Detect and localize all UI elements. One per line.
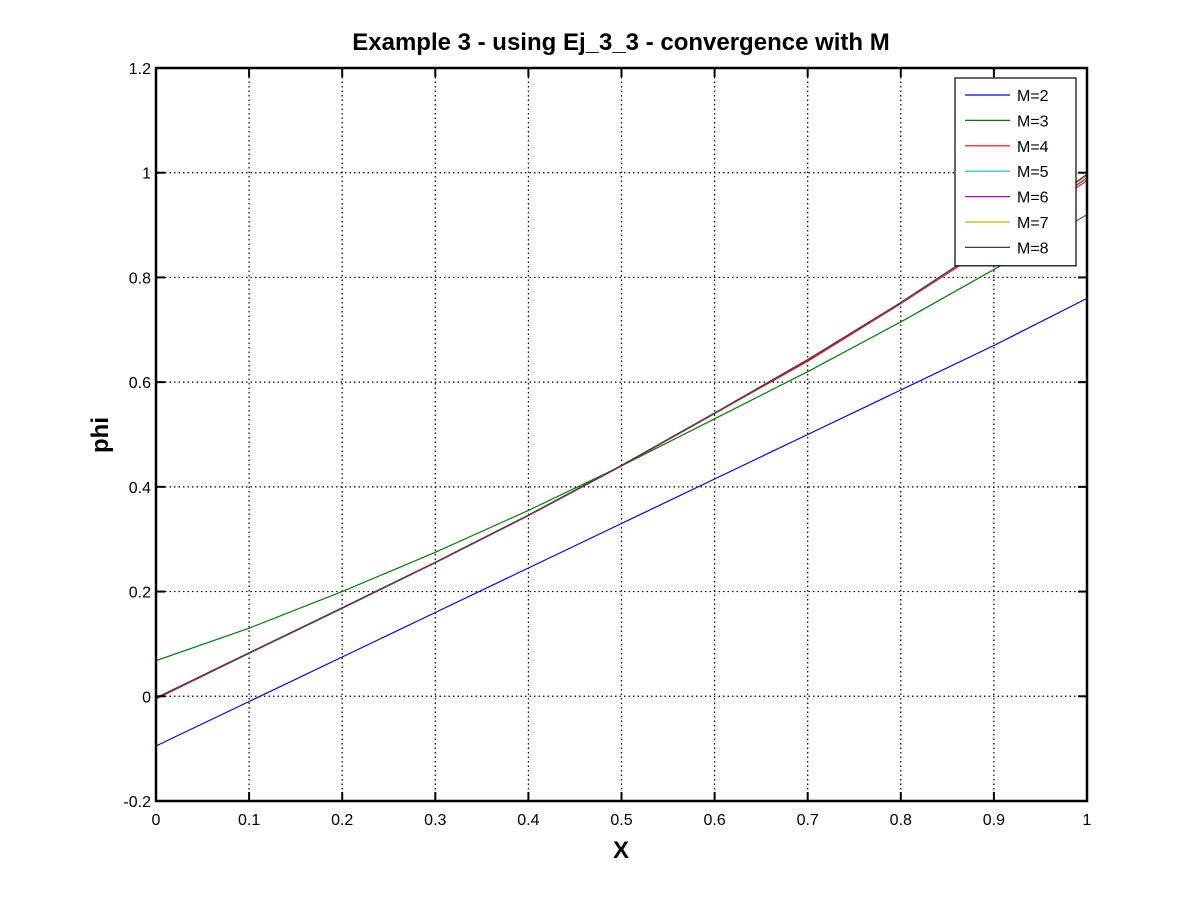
legend-entry-label: M=3 <box>1017 113 1049 130</box>
legend-entry-label: M=7 <box>1017 215 1049 232</box>
x-tick-label: 0.9 <box>983 812 1005 829</box>
y-tick-label: -0.2 <box>123 794 151 811</box>
y-tick-label: 0.4 <box>129 480 151 497</box>
series-line-m-8 <box>156 173 1087 699</box>
y-tick-label: 0.6 <box>129 375 151 392</box>
series-line-m-2 <box>156 297 1087 747</box>
x-axis-label: X <box>613 837 629 864</box>
y-tick-label: 1 <box>142 166 151 183</box>
x-tick-label: 0.6 <box>703 812 725 829</box>
legend-entry-label: M=5 <box>1017 164 1049 181</box>
legend-entry-label: M=6 <box>1017 190 1049 207</box>
x-tick-label: 0 <box>152 812 161 829</box>
legend-entry-label: M=8 <box>1017 240 1049 257</box>
legend-box <box>954 77 1077 267</box>
chart-title: Example 3 - using Ej_3_3 - convergence w… <box>352 29 890 56</box>
legend-entry-label: M=4 <box>1017 139 1049 156</box>
x-tick-label: 0.3 <box>424 812 446 829</box>
x-tick-label: 1 <box>1083 812 1092 829</box>
x-tick-label: 0.2 <box>331 812 353 829</box>
y-tick-label: 0.8 <box>129 270 151 287</box>
x-tick-label: 0.5 <box>610 812 632 829</box>
y-axis-label: phi <box>87 417 114 453</box>
x-tick-label: 0.8 <box>890 812 912 829</box>
y-tick-label: 1.2 <box>129 61 151 78</box>
axis-ticks: 0 0.1 0.2 0.3 0.4 0.5 0.6 0.7 0.8 0.9 1-0.200.20.4… <box>123 61 1091 829</box>
x-tick-label: 0.1 <box>238 812 260 829</box>
x-tick-label: 0.4 <box>517 812 539 829</box>
legend-entry-label: M=2 <box>1017 88 1049 105</box>
x-tick-label: 0.7 <box>797 812 819 829</box>
series-layer <box>156 173 1087 747</box>
legend: M=2 M=3 M=4 M=5 M=6 M=7 M=8 <box>954 77 1077 267</box>
y-tick-label: 0 <box>142 689 151 706</box>
y-tick-label: 0.2 <box>129 585 151 602</box>
